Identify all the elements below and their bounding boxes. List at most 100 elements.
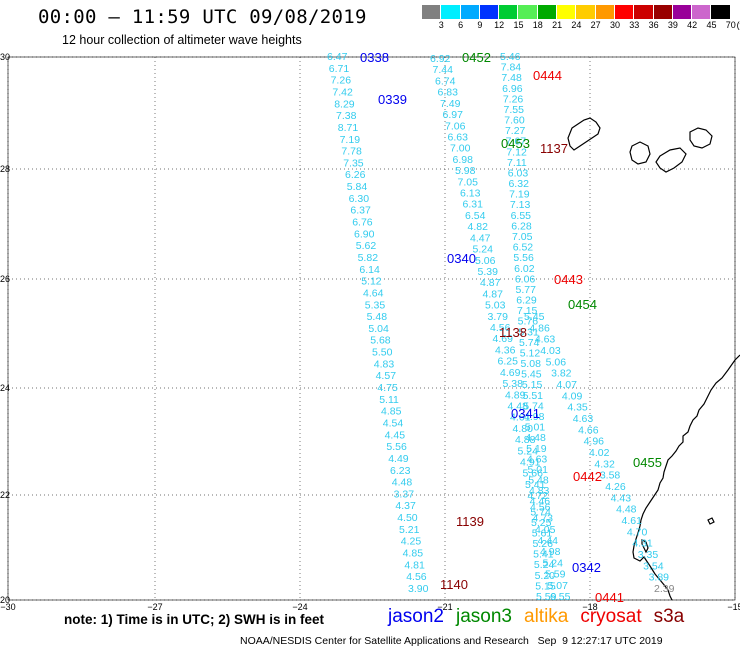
lanzarote-island (689, 127, 713, 149)
swh-value-track-b: 4.69 (493, 333, 514, 345)
swh-value-track-b: 6.55 (550, 591, 571, 603)
swh-value-track-d: 4.43 (611, 492, 632, 504)
swh-value-track-b: 6.98 (453, 154, 474, 166)
swh-value-track-b: 4.80 (513, 423, 534, 435)
swh-value-track-b: 6.92 (430, 53, 451, 65)
swh-value-track-d: 4.35 (567, 402, 588, 414)
swh-value-track-a: 7.38 (336, 110, 357, 122)
swh-value-track-c: 5.77 (516, 284, 537, 296)
swh-value-track-c: 7.12 (506, 146, 527, 158)
lon-label: −15 (727, 602, 740, 612)
colorbar-label: 24 (571, 20, 582, 30)
swh-value-track-b: 7.05 (458, 176, 479, 188)
pass-label-1140: 1140 (440, 577, 468, 592)
swh-value-track-c: 5.24 (534, 559, 555, 571)
swh-value-track-c: 6.32 (508, 178, 529, 190)
swh-value-track-a: 4.81 (404, 559, 425, 571)
map-subtitle: 12 hour collection of altimeter wave hei… (62, 33, 302, 47)
swh-value-track-c: 6.28 (511, 220, 532, 232)
pass-label-0443: 0443 (554, 272, 583, 287)
swh-value-track-b: 4.69 (500, 367, 521, 379)
colorbar-swatch (422, 5, 442, 19)
swh-value-track-c: 5.61 (532, 527, 553, 539)
swh-value-track-a: 4.45 (385, 429, 406, 441)
swh-value-track-b: 4.47 (470, 232, 491, 244)
swh-value-track-d: 4.66 (578, 424, 599, 436)
swh-value-track-d: 4.48 (616, 504, 637, 516)
swh-value-track-a: 4.75 (377, 382, 398, 394)
colorbar-swatch (441, 5, 461, 19)
swh-value-track-c: 5.15 (535, 580, 556, 592)
map-frame (7, 56, 736, 601)
pass-label-1138: 1138 (499, 325, 527, 340)
swh-value-track-c: 5.46 (500, 51, 521, 63)
legend-altika: altika (524, 606, 569, 627)
colorbar-label: 27 (590, 20, 601, 30)
pass-label-0454: 0454 (568, 297, 597, 312)
colorbar-swatch (595, 5, 615, 19)
swh-value-track-c: 6.02 (514, 263, 535, 275)
swh-value-track-d: 4.63 (535, 334, 556, 346)
swh-value-track-b: 4.89 (505, 389, 526, 401)
tenerife-island (655, 147, 687, 173)
colorbar-swatch (479, 5, 500, 19)
colorbar-label: 36 (648, 20, 659, 30)
pass-label-0452: 0452 (462, 50, 491, 65)
swh-value-track-c: 7.55 (504, 104, 525, 116)
colorbar-swatch (634, 5, 654, 19)
colorbar-swatch (576, 5, 596, 19)
colorbar-swatch (518, 5, 538, 19)
swh-value-track-a: 3.90 (408, 583, 429, 595)
swh-value-track-b: 6.74 (435, 75, 456, 87)
colorbar-label: 15 (513, 20, 524, 30)
swh-value-track-d: 3.82 (551, 368, 572, 380)
swh-value-track-c: 5.59 (536, 591, 557, 603)
swh-value-track-c: 4.46 (530, 496, 551, 508)
swh-value-track-c: 7.27 (505, 125, 526, 137)
gran-canaria-island (629, 141, 651, 165)
swh-value-track-b: 4.56 (530, 501, 551, 513)
swh-value-track-d: 4.03 (540, 345, 561, 357)
swh-value-track-c: 5.12 (520, 347, 541, 359)
swh-value-track-a: 4.85 (403, 548, 424, 560)
swh-value-track-a: 4.57 (376, 370, 397, 382)
swh-value-track-b: 4.82 (468, 221, 489, 233)
bottom-note: note: 1) Time is in UTC; 2) SWH is in fe… (64, 612, 325, 627)
legend-s3a: s3a (653, 606, 685, 627)
swh-value-track-b: 5.59 (545, 569, 566, 581)
swh-value-track-b: 4.44 (538, 535, 559, 547)
swh-value-track-d: 4.02 (589, 447, 610, 459)
swh-value-track-b: 4.91 (520, 457, 541, 469)
swh-value-track-a: 6.76 (352, 217, 373, 229)
legend-cryosat: cryosat (580, 606, 642, 627)
pass-label-0340: 0340 (447, 251, 476, 266)
africa-coastline (632, 354, 740, 601)
swh-value-track-b: 5.41 (525, 479, 546, 491)
swh-value-track-c: 5.74 (530, 506, 551, 518)
swh-value-track-b: 4.87 (483, 288, 504, 300)
swh-value-track-d: 3.35 (638, 549, 659, 561)
swh-value-track-a: 8.29 (334, 98, 355, 110)
lon-label: −27 (147, 602, 162, 612)
swh-value-track-b: 7.44 (433, 64, 454, 76)
swh-value-track-c: 5.56 (513, 252, 534, 264)
swh-value-track-a: 4.50 (397, 512, 418, 524)
swh-value-track-a: 6.30 (349, 193, 370, 205)
swh-value-track-d: 3.58 (600, 470, 621, 482)
swh-value-track-b: 6.25 (498, 356, 519, 368)
lat-lon-grid (7, 56, 736, 601)
swh-value-track-d: 4.86 (529, 322, 550, 334)
swh-value-track-d: 4.70 (627, 526, 648, 538)
swh-value-track-c: 5.31 (518, 326, 539, 338)
swh-value-track-a: 4.49 (388, 453, 409, 465)
swh-value-track-a: 5.56 (386, 441, 407, 453)
swh-value-track-a: 5.82 (358, 252, 379, 264)
swh-value-track-c: 5.20 (535, 570, 556, 582)
swh-value-track-a: 7.19 (340, 134, 361, 146)
swh-value-track-c: 4.48 (525, 432, 546, 444)
swh-value-track-a: 5.62 (356, 240, 377, 252)
swh-value-track-c: 4.98 (524, 411, 545, 423)
swh-value-track-b: 5.24 (543, 557, 564, 569)
